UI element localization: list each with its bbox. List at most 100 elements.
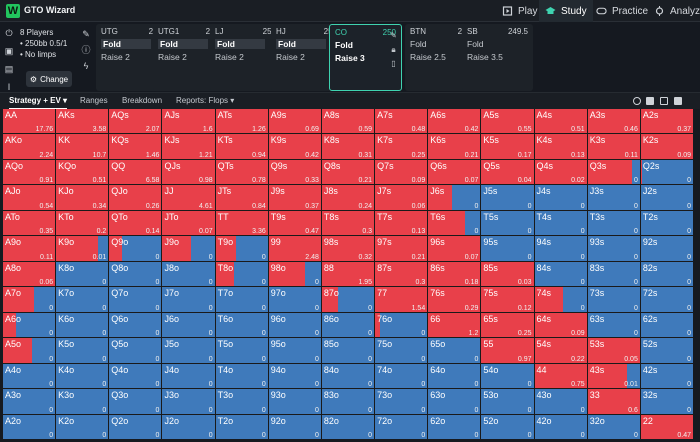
action-raise-3[interactable]: Raise 3 xyxy=(335,53,365,63)
book-icon[interactable]: ▯ xyxy=(391,59,396,68)
hand-cell[interactable]: T5o 0 xyxy=(215,338,268,363)
hand-cell[interactable]: 42o 0 xyxy=(534,414,587,439)
hand-cell[interactable]: Q3s 0 xyxy=(587,159,640,185)
hand-cell[interactable]: Q6s 0.07 xyxy=(428,159,481,185)
hand-cell[interactable]: Q7o 0 xyxy=(109,287,162,312)
action-raise-2[interactable]: Raise 2 xyxy=(276,52,305,62)
hand-cell[interactable]: 98o 0 xyxy=(268,261,321,287)
hand-cell[interactable]: AJs 1.6 xyxy=(162,109,215,134)
hand-cell[interactable]: K2s 0.09 xyxy=(640,134,693,159)
hand-cell[interactable]: T8s 0.3 xyxy=(321,210,375,236)
square-view-icon[interactable] xyxy=(646,97,654,105)
hand-cell[interactable]: 97o 0 xyxy=(268,287,321,312)
hand-cell[interactable]: A5o 0 xyxy=(3,338,56,363)
hand-cell[interactable]: Q2o 0 xyxy=(109,414,162,439)
hand-cell[interactable]: 86o 0 xyxy=(321,312,375,338)
grid-view-icon[interactable] xyxy=(660,97,668,105)
hand-cell[interactable]: KK 10.7 xyxy=(56,134,109,159)
hand-cell[interactable]: 63s 0 xyxy=(587,312,640,338)
info-icon[interactable]: ⓘ xyxy=(81,45,91,55)
hand-cell[interactable]: K3o 0 xyxy=(56,389,109,414)
hand-cell[interactable]: T6o 0 xyxy=(215,312,268,338)
hand-cell[interactable]: 43o 0 xyxy=(534,389,587,414)
hand-cell[interactable]: 74s 0 xyxy=(534,287,587,312)
pencil-icon[interactable]: ✎ xyxy=(82,29,90,39)
hand-cell[interactable]: J7s 0.06 xyxy=(375,185,428,210)
hand-cell[interactable]: 87o 0 xyxy=(321,287,375,312)
hand-cell[interactable]: Q4o 0 xyxy=(109,363,162,389)
hand-cell[interactable]: 63o 0 xyxy=(428,389,481,414)
hand-cell[interactable]: A7o 0 xyxy=(3,287,56,312)
hand-cell[interactable]: 95s 0 xyxy=(481,236,534,261)
hand-cell[interactable]: K5s 0.17 xyxy=(481,134,534,159)
hand-cell[interactable]: 33 0.6 xyxy=(587,389,640,414)
hand-cell[interactable]: KQs 1.46 xyxy=(109,134,162,159)
hand-cell[interactable]: K8o 0 xyxy=(56,261,109,287)
hand-cell[interactable]: A5s 0.55 xyxy=(481,109,534,134)
hand-cell[interactable]: 52s 0 xyxy=(640,338,693,363)
hand-cell[interactable]: T9s 0.47 xyxy=(268,210,321,236)
hand-cell[interactable]: 44 0.75 xyxy=(534,363,587,389)
hand-cell[interactable]: K4o 0 xyxy=(56,363,109,389)
hand-cell[interactable]: A4o 0 xyxy=(3,363,56,389)
hand-cell[interactable]: 55 0.97 xyxy=(481,338,534,363)
lock-icon[interactable]: 🔒︎ xyxy=(391,45,396,54)
hand-cell[interactable]: 73s 0 xyxy=(587,287,640,312)
hand-cell[interactable]: K5o 0 xyxy=(56,338,109,363)
hand-cell[interactable]: 62o 0 xyxy=(428,414,481,439)
hand-cell[interactable]: 32s 0 xyxy=(640,389,693,414)
hand-cell[interactable]: 92o 0 xyxy=(268,414,321,439)
hand-cell[interactable]: Q7s 0.09 xyxy=(375,159,428,185)
hand-cell[interactable]: K8s 0.31 xyxy=(321,134,375,159)
hand-cell[interactable]: K7s 0.25 xyxy=(375,134,428,159)
position-card-lj[interactable]: LJ 250 Fold Raise 2 xyxy=(210,24,281,91)
hand-cell[interactable]: K2o 0 xyxy=(56,414,109,439)
hand-cell[interactable]: J6s 0 xyxy=(428,185,481,210)
hand-cell[interactable]: 22 0.47 xyxy=(640,414,693,439)
save-icon[interactable]: ▣ xyxy=(4,46,14,56)
hand-cell[interactable]: 96o 0 xyxy=(268,312,321,338)
hand-cell[interactable]: 85s 0.03 xyxy=(481,261,534,287)
hand-cell[interactable]: 94s 0 xyxy=(534,236,587,261)
hand-cell[interactable]: 54s 0.22 xyxy=(534,338,587,363)
hand-cell[interactable]: K7o 0 xyxy=(56,287,109,312)
hand-cell[interactable]: T7o 0 xyxy=(215,287,268,312)
hand-cell[interactable]: A3s 0.46 xyxy=(587,109,640,134)
hand-cell[interactable]: Q3o 0 xyxy=(109,389,162,414)
position-card-sb[interactable]: SB 249.5 Fold Raise 3.5 xyxy=(462,24,533,91)
gto-wizard-logo[interactable]: W xyxy=(6,4,20,18)
hand-cell[interactable]: QQ 6.58 xyxy=(109,159,162,185)
hand-cell[interactable]: TT 3.36 xyxy=(215,210,268,236)
hand-cell[interactable]: J4s 0 xyxy=(534,185,587,210)
nav-study[interactable]: Study xyxy=(539,0,593,22)
hand-cell[interactable]: K6s 0.21 xyxy=(428,134,481,159)
hand-cell[interactable]: T7s 0.13 xyxy=(375,210,428,236)
hand-cell[interactable]: A8o 0.06 xyxy=(3,261,56,287)
hand-cell[interactable]: J5s 0 xyxy=(481,185,534,210)
hand-cell[interactable]: A2s 0.37 xyxy=(640,109,693,134)
hand-cell[interactable]: J4o 0 xyxy=(162,363,215,389)
hand-cell[interactable]: J2s 0 xyxy=(640,185,693,210)
nav-practice[interactable]: Practice xyxy=(590,0,654,22)
hand-cell[interactable]: AKo 2.24 xyxy=(3,134,56,159)
lightning-icon[interactable]: ϟ xyxy=(83,61,89,71)
hand-cell[interactable]: QTs 0.78 xyxy=(215,159,268,185)
hand-cell[interactable]: 87s 0.3 xyxy=(375,261,428,287)
hand-cell[interactable]: 92s 0 xyxy=(640,236,693,261)
hand-cell[interactable]: 96s 0.07 xyxy=(428,236,481,261)
hand-cell[interactable]: K9o 0.01 xyxy=(56,236,109,261)
hand-cell[interactable]: A6s 0.42 xyxy=(428,109,481,134)
hand-cell[interactable]: T8o 0 xyxy=(215,261,268,287)
hand-cell[interactable]: Q5s 0.04 xyxy=(481,159,534,185)
action-raise-2[interactable]: Raise 2 xyxy=(101,52,130,62)
hand-cell[interactable]: Q9s 0.33 xyxy=(268,159,321,185)
hand-cell[interactable]: 43s 0.01 xyxy=(587,363,640,389)
hand-cell[interactable]: 66 1.2 xyxy=(428,312,481,338)
hand-cell[interactable]: 99 2.48 xyxy=(268,236,321,261)
hand-cell[interactable]: T6s 0 xyxy=(428,210,481,236)
hand-cell[interactable]: Q9o 0 xyxy=(109,236,162,261)
hand-cell[interactable]: J3s 0 xyxy=(587,185,640,210)
nav-analyze[interactable]: Analyze xyxy=(648,0,700,22)
hand-cell[interactable]: AQo 0.91 xyxy=(3,159,56,185)
text-cursor-icon[interactable]: I xyxy=(7,82,11,92)
